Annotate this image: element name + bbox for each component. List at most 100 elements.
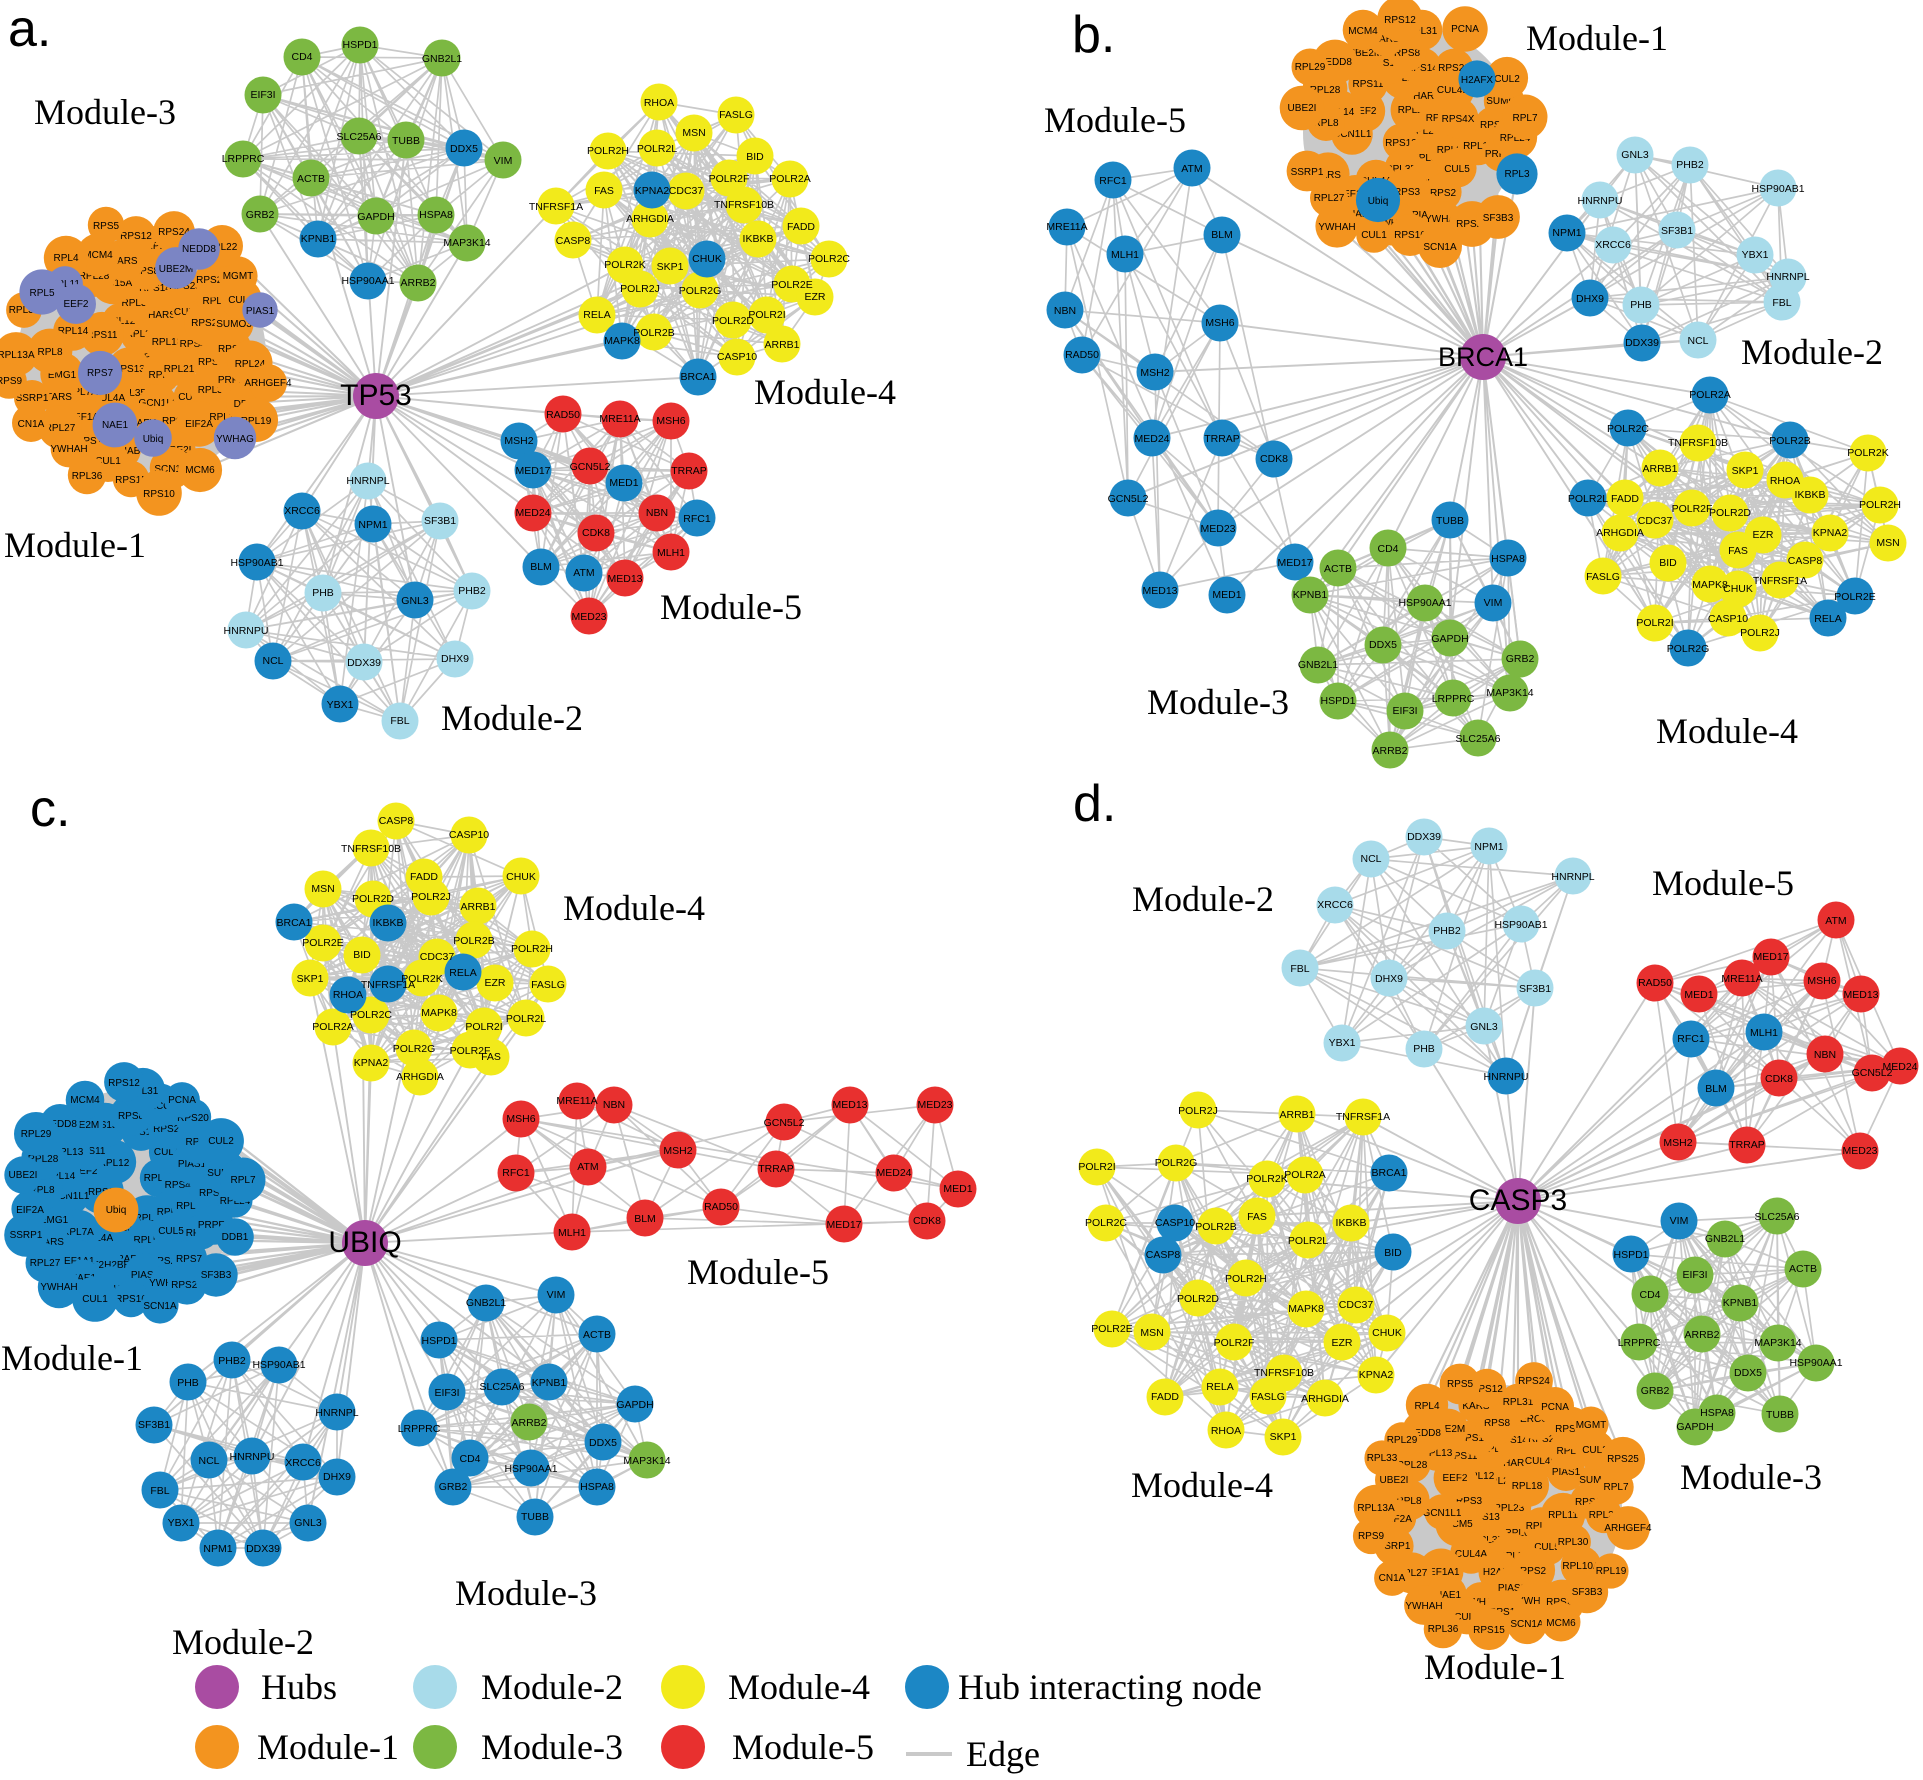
svg-text:KARS: KARS	[1462, 1401, 1490, 1412]
svg-text:RPL24: RPL24	[1500, 133, 1531, 144]
svg-text:SSRP1: SSRP1	[16, 393, 49, 404]
svg-text:Module-4: Module-4	[1131, 1465, 1273, 1505]
svg-text:CUL4B: CUL4B	[1525, 1456, 1558, 1467]
svg-text:HNRNPU: HNRNPU	[224, 625, 269, 637]
svg-text:NPM1: NPM1	[1474, 841, 1503, 853]
svg-text:RHOA: RHOA	[333, 989, 363, 1001]
svg-text:RPS11: RPS11	[75, 1146, 106, 1157]
svg-text:Ubiq: Ubiq	[1368, 196, 1389, 207]
svg-text:HSPA8: HSPA8	[419, 209, 453, 221]
svg-text:RPL27: RPL27	[45, 423, 76, 434]
svg-text:RPS4X: RPS4X	[1442, 114, 1475, 125]
svg-text:RPL23: RPL23	[1494, 1503, 1525, 1514]
svg-text:CASP10: CASP10	[717, 351, 757, 363]
svg-text:POLR2D: POLR2D	[712, 315, 754, 327]
svg-text:RPS6: RPS6	[199, 1188, 226, 1199]
svg-text:EIF3I: EIF3I	[1682, 1269, 1707, 1281]
svg-text:Module-5: Module-5	[1044, 100, 1186, 140]
svg-text:MRE11A: MRE11A	[556, 1095, 597, 1107]
svg-text:MAP3K14: MAP3K14	[1486, 687, 1533, 699]
svg-text:RPL6: RPL6	[134, 1213, 159, 1224]
svg-text:RPS9: RPS9	[0, 376, 22, 387]
svg-text:TRRAP: TRRAP	[1729, 1139, 1765, 1151]
svg-text:YBX1: YBX1	[327, 699, 354, 711]
svg-text:POLR2L: POLR2L	[637, 143, 677, 155]
svg-text:RPL3: RPL3	[1504, 169, 1529, 180]
svg-text:RPS12: RPS12	[120, 231, 152, 242]
svg-text:SKP1: SKP1	[657, 261, 684, 273]
svg-text:YBX1: YBX1	[1742, 249, 1769, 261]
svg-text:RPS2: RPS2	[150, 1256, 177, 1267]
svg-text:DDX5: DDX5	[1369, 639, 1397, 651]
svg-text:RFC1: RFC1	[502, 1167, 530, 1179]
svg-text:POLR2G: POLR2G	[1667, 643, 1710, 655]
svg-text:MCM6: MCM6	[185, 465, 215, 476]
svg-text:CASP8: CASP8	[379, 815, 414, 827]
svg-text:RPL8: RPL8	[1396, 1496, 1421, 1507]
svg-text:ARHGEF4: ARHGEF4	[244, 378, 292, 389]
svg-text:RPL7A: RPL7A	[62, 1227, 94, 1238]
svg-text:RPS5: RPS5	[1447, 1379, 1474, 1390]
svg-text:PIAS1: PIAS1	[1552, 1467, 1581, 1478]
svg-text:MSH2: MSH2	[1663, 1137, 1692, 1149]
svg-text:POLR2E: POLR2E	[771, 279, 812, 291]
svg-text:GNB2L1: GNB2L1	[422, 53, 462, 65]
svg-text:POLR2H: POLR2H	[511, 943, 553, 955]
svg-text:RPS13: RPS13	[113, 364, 145, 375]
svg-text:TP53: TP53	[340, 379, 412, 412]
svg-text:MED23: MED23	[1200, 523, 1235, 535]
svg-text:ARRB2: ARRB2	[511, 1417, 546, 1429]
svg-text:RPL30: RPL30	[1558, 1537, 1589, 1548]
svg-text:Module-2: Module-2	[481, 1667, 623, 1707]
svg-text:XRCC6: XRCC6	[284, 505, 320, 517]
svg-text:MAP3K14: MAP3K14	[443, 237, 490, 249]
svg-text:RPS16: RPS16	[1394, 230, 1426, 241]
svg-text:ARHGDIA: ARHGDIA	[1301, 1393, 1349, 1405]
svg-text:RPS16: RPS16	[115, 1294, 147, 1305]
svg-text:PIAS2: PIAS2	[1498, 1583, 1527, 1594]
svg-text:NPM1: NPM1	[358, 519, 387, 531]
svg-text:MSH6: MSH6	[506, 1113, 535, 1125]
svg-text:CHUK: CHUK	[1372, 1327, 1402, 1339]
svg-text:RFC1: RFC1	[1099, 175, 1127, 187]
svg-text:POLR2E: POLR2E	[302, 937, 343, 949]
svg-text:RPL10A: RPL10A	[1562, 1561, 1600, 1572]
svg-text:HSPD1: HSPD1	[342, 39, 377, 51]
svg-text:UBE2M: UBE2M	[1431, 1424, 1465, 1435]
svg-text:RPS4X: RPS4X	[165, 1180, 198, 1191]
svg-text:d.: d.	[1073, 775, 1116, 833]
svg-text:RPL7: RPL7	[1512, 113, 1537, 124]
svg-text:RPL18: RPL18	[152, 337, 183, 348]
svg-text:ARRB2: ARRB2	[1372, 745, 1407, 757]
svg-text:SCN1A: SCN1A	[1423, 242, 1457, 253]
svg-text:EIF3I: EIF3I	[250, 89, 275, 101]
svg-text:RPS15: RPS15	[1473, 1625, 1505, 1636]
svg-text:GRB2: GRB2	[1641, 1385, 1670, 1397]
svg-text:YWHAG: YWHAG	[1517, 1596, 1555, 1607]
svg-text:HSPA8: HSPA8	[1491, 553, 1525, 565]
svg-text:YBX1: YBX1	[1329, 1037, 1356, 1049]
svg-text:Module-4: Module-4	[1656, 711, 1798, 751]
svg-text:Module-3: Module-3	[34, 92, 176, 132]
svg-text:ERCC4: ERCC4	[1520, 1414, 1554, 1425]
svg-text:CUL4A: CUL4A	[1455, 1549, 1488, 1560]
svg-text:POLR2K: POLR2K	[1847, 447, 1888, 459]
svg-text:ARHGDIA: ARHGDIA	[1596, 527, 1644, 539]
svg-text:ERCC4: ERCC4	[142, 1101, 176, 1112]
svg-text:ATM: ATM	[573, 567, 594, 579]
svg-text:MED13: MED13	[1843, 989, 1878, 1001]
svg-text:MLH1: MLH1	[1750, 1027, 1778, 1039]
svg-text:RPS8: RPS8	[1394, 48, 1421, 59]
svg-text:FADD: FADD	[1611, 493, 1639, 505]
svg-text:CD4: CD4	[1377, 543, 1398, 555]
svg-text:BID: BID	[353, 949, 371, 961]
svg-text:TNFRSF10B: TNFRSF10B	[1668, 437, 1728, 449]
svg-text:RPL12: RPL12	[1464, 1471, 1495, 1482]
svg-text:RELA: RELA	[583, 309, 610, 321]
svg-text:CD4: CD4	[459, 1453, 480, 1465]
svg-text:MSH2: MSH2	[504, 435, 533, 447]
svg-text:RPL6: RPL6	[148, 370, 173, 381]
svg-text:BID: BID	[1659, 557, 1677, 569]
svg-text:RPL6: RPL6	[1411, 153, 1436, 164]
svg-text:RPL13A: RPL13A	[0, 350, 35, 361]
